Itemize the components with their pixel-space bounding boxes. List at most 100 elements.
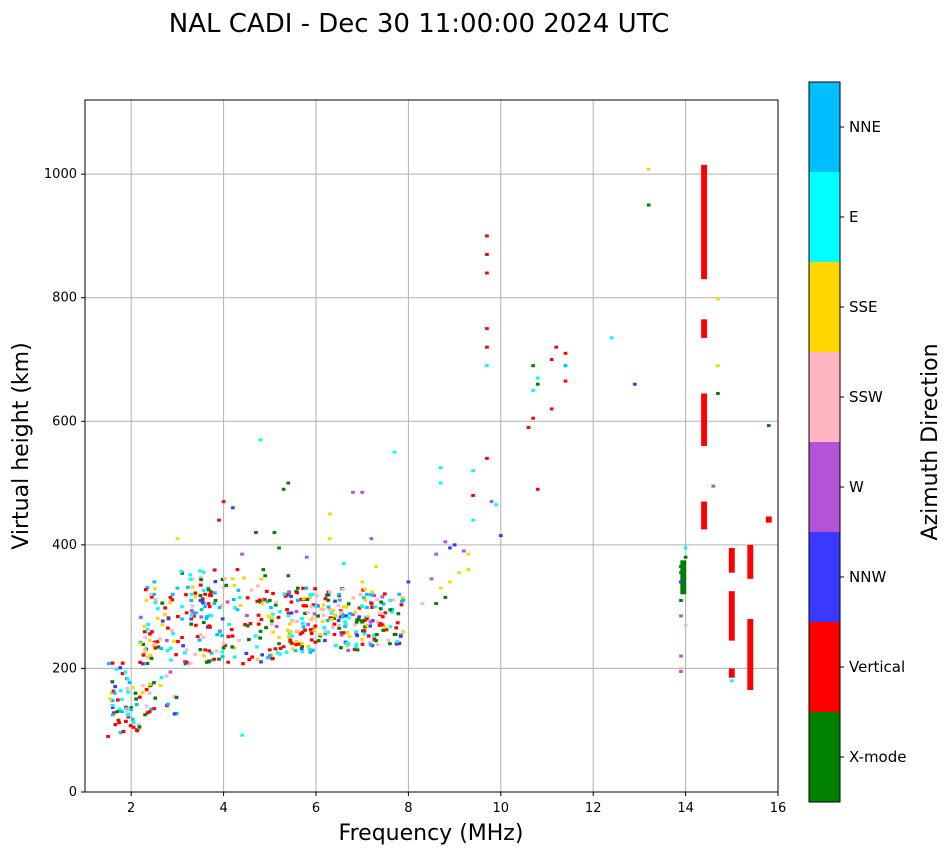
echo-mark [309,617,314,622]
echo-mark [142,630,147,634]
echo-mark [399,603,404,607]
echo-mark [233,606,237,610]
echo-mark [226,635,231,639]
echo-mark [193,591,198,595]
echo-point [531,416,535,420]
echo-mark [290,634,294,638]
echo-mark [354,642,359,647]
echo-point [281,645,286,649]
echo-point [143,648,147,652]
echo-mark [388,598,392,603]
echo-point [212,657,217,661]
y-tick-label: 200 [52,661,77,676]
echo-mark [183,651,187,655]
echo-mark [271,591,275,596]
echo-mark [400,596,405,600]
echo-mark [188,577,193,581]
echo-mark [270,619,274,623]
echo-mark [166,617,171,621]
echo-mark [344,614,348,618]
echo-mark [193,595,198,599]
echo-mark [144,687,149,692]
echo-mark [171,632,175,636]
echo-mark [303,611,307,616]
echo-mark [198,569,202,573]
echo-mark [256,584,260,588]
echo-point [392,632,397,636]
echo-point [364,623,369,627]
echo-mark [274,624,279,629]
echo-mark [261,568,266,572]
echo-mark [336,618,341,623]
echo-point [147,691,152,695]
echo-mark [204,616,209,620]
echo-mark [287,590,291,594]
echo-point [110,704,115,707]
echo-mark [153,646,158,650]
echo-mark [295,619,299,624]
echo-mark [363,625,367,629]
echo-mark [230,577,235,581]
echo-mark [120,661,125,665]
echo-mark [259,617,264,622]
echo-point [485,234,489,238]
echo-mark [179,569,184,573]
echo-mark [170,628,174,633]
echo-point [212,602,217,606]
colorbar-segment [809,442,840,532]
echo-mark [207,624,212,628]
x-tick-label: 8 [404,801,412,816]
echo-point [203,592,207,596]
echo-mark [174,711,179,716]
echo-mark [138,615,143,619]
echo-mark [191,611,196,615]
echo-mark [255,645,259,649]
echo-mark [304,586,309,590]
echo-mark [114,667,119,671]
echo-mark [362,629,367,633]
echo-mark [186,585,190,589]
echo-mark [260,653,265,657]
echo-point [438,481,443,485]
echo-mark [394,626,399,630]
echo-mark [258,598,262,602]
echo-point [471,469,475,473]
echo-mark [300,630,305,635]
echo-mark [202,654,206,658]
echo-point [549,358,554,361]
echo-mark [169,658,173,662]
echo-mark [362,596,366,600]
echo-mark [258,600,263,604]
echo-point [679,654,683,658]
x-tick-label: 4 [219,801,227,816]
echo-band [728,547,735,573]
echo-point [438,466,443,470]
echo-mark [399,599,404,603]
y-tick-label: 1000 [44,167,77,182]
echo-mark [168,595,173,599]
echo-mark [144,704,149,708]
echo-point [374,564,378,568]
echo-point [143,636,147,640]
echo-mark [245,613,249,618]
echo-point [434,602,438,606]
echo-point [152,580,157,584]
echo-mark [304,604,308,608]
echo-mark [155,640,160,644]
echo-point [258,629,263,633]
echo-point [485,364,489,368]
y-tick-label: 400 [52,538,77,553]
echo-mark [128,724,133,728]
echo-mark [250,655,254,659]
echo-mark [158,637,162,641]
echo-point [471,493,475,497]
echo-point [429,577,434,581]
echo-band [747,619,754,691]
echo-point [406,580,411,584]
echo-mark [189,608,194,613]
echo-point [180,617,184,621]
echo-mark [368,620,373,624]
echo-mark [275,651,280,655]
echo-mark [372,637,377,641]
echo-mark [298,632,303,636]
